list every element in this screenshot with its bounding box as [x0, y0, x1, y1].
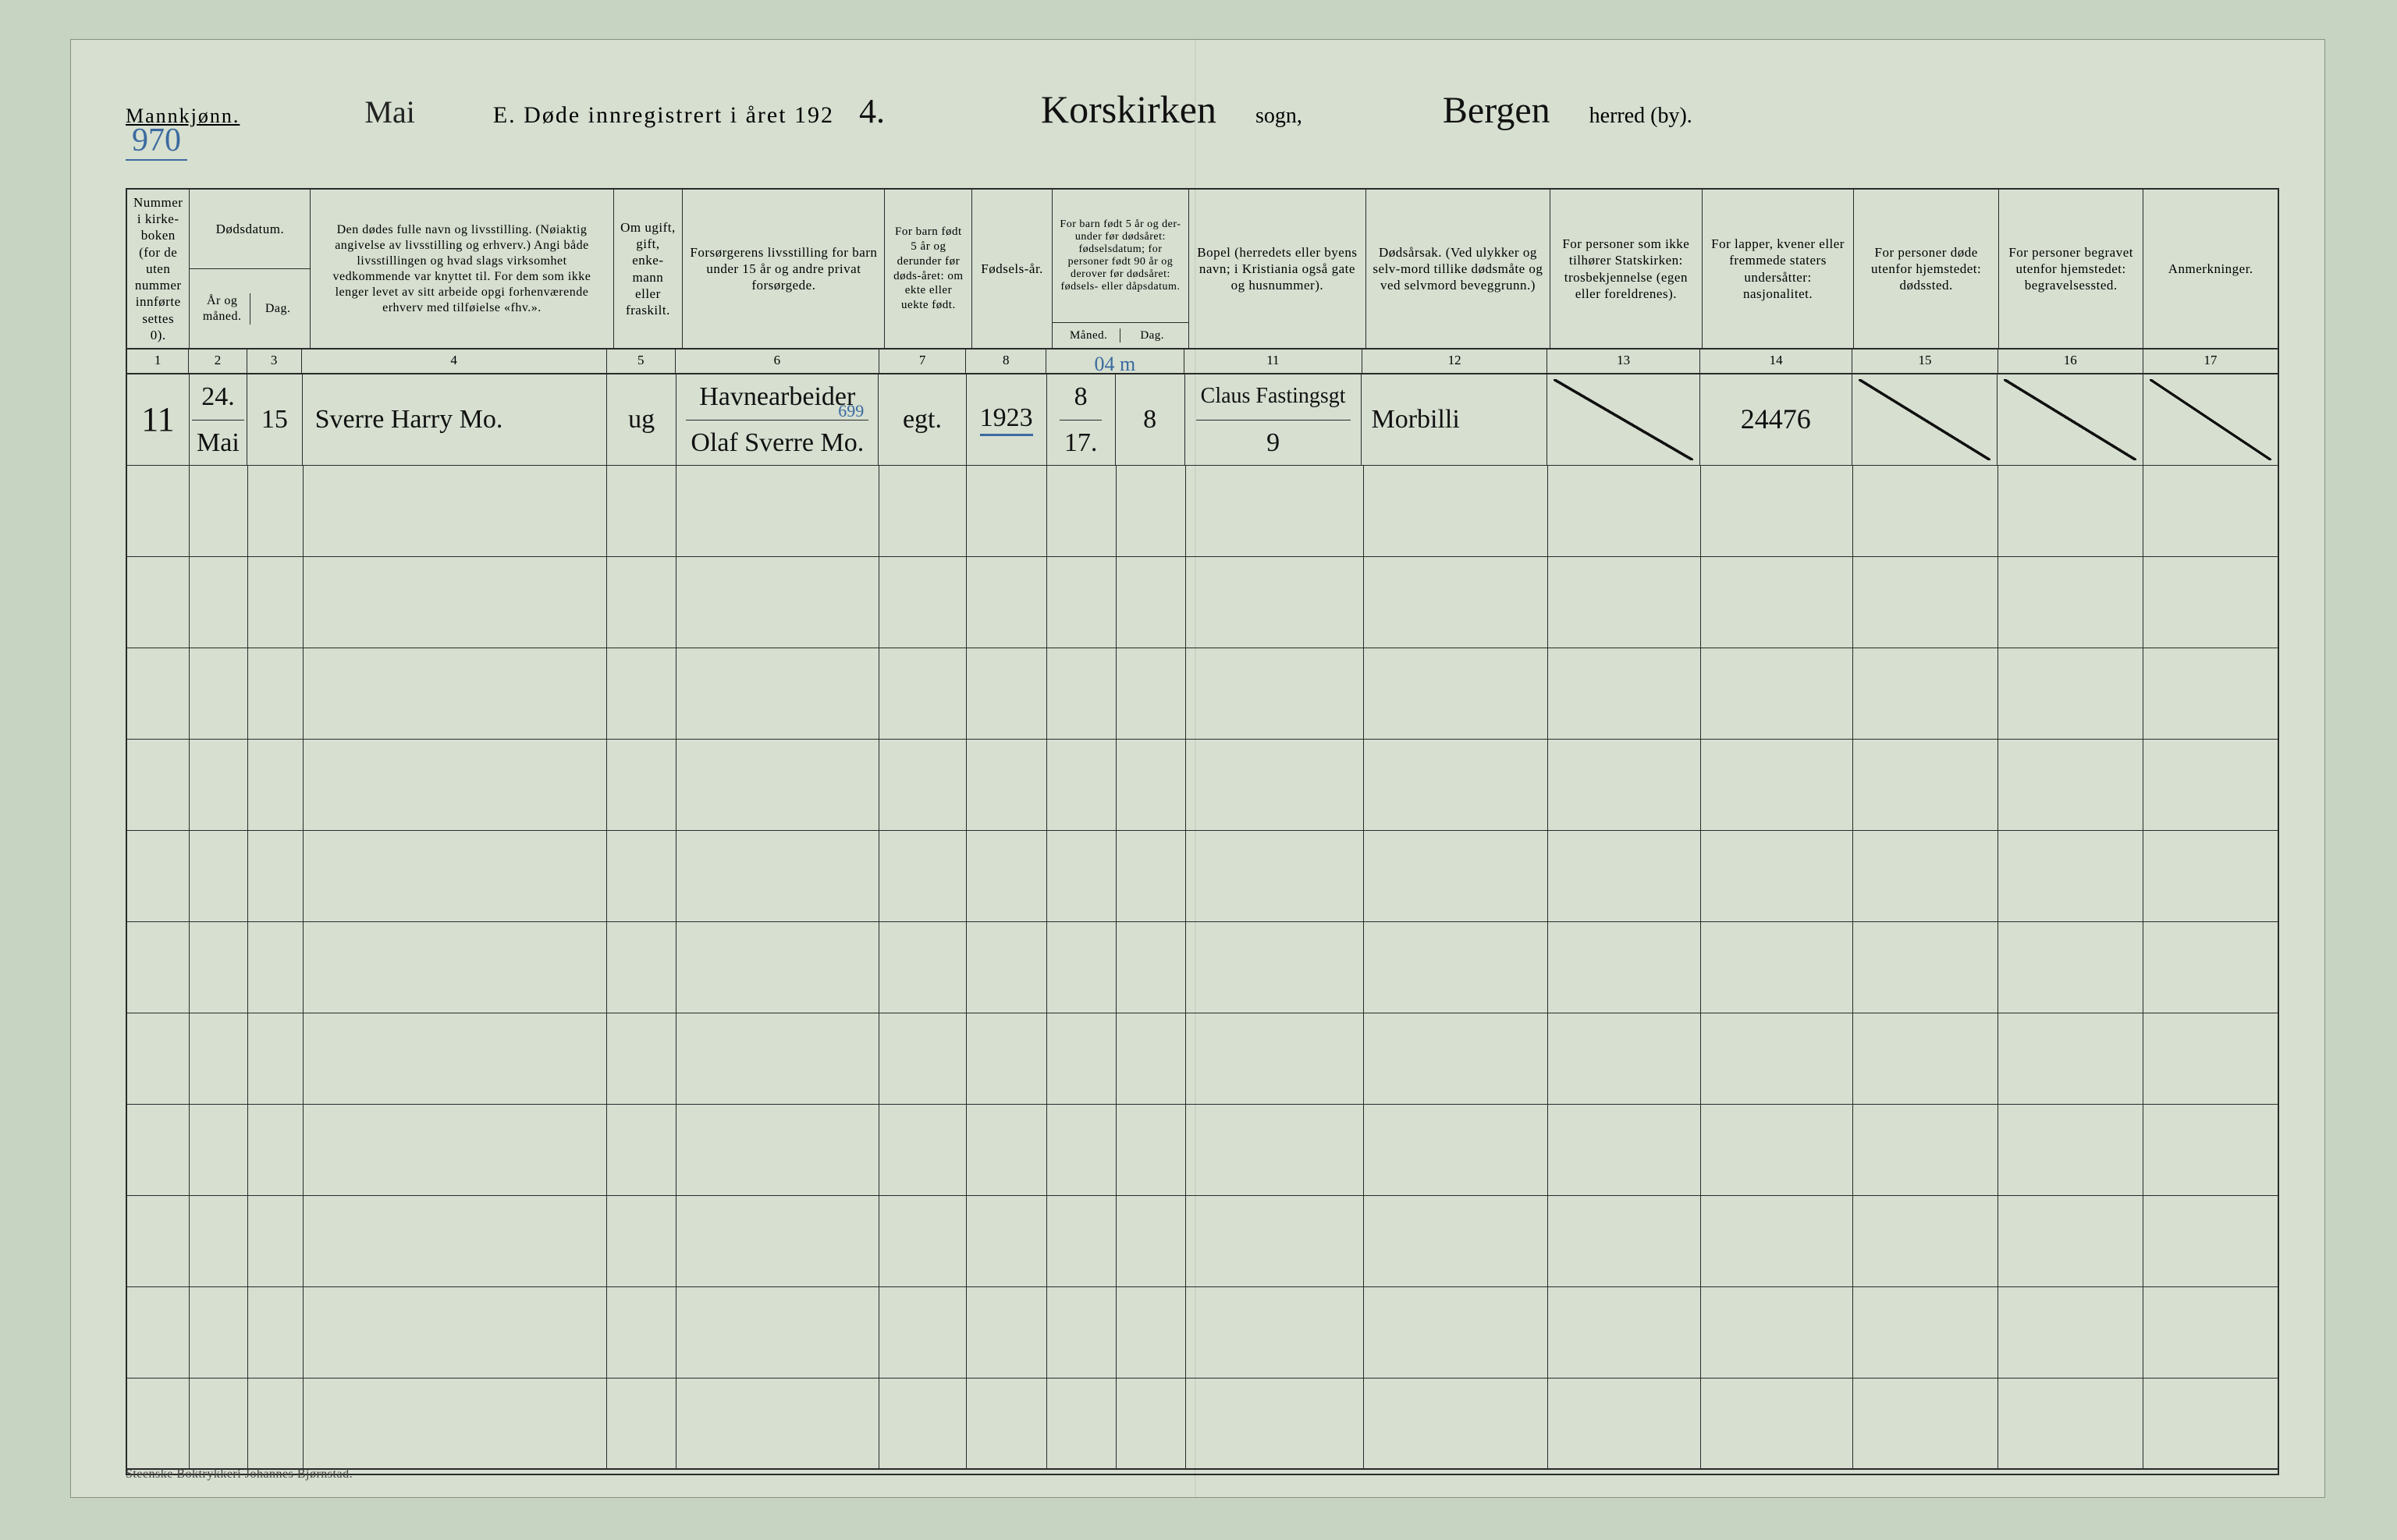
col-9b: Dag. [1120, 328, 1184, 343]
table-row [127, 466, 2278, 557]
col-2b: Dag. [250, 301, 306, 317]
ym-bot: Mai [192, 420, 244, 466]
district-handwritten: Bergen [1443, 89, 1550, 132]
cell-birthyear: 1923 [967, 374, 1047, 465]
cell-14: 24476 [1700, 374, 1853, 465]
slash-mark [1859, 379, 1990, 460]
bm-bot: 17. [1060, 420, 1103, 466]
col-9a: Måned. [1057, 328, 1121, 343]
district-label: herred (by). [1589, 104, 1692, 129]
col-16-header: For personer begravet utenfor hjemstedet… [1999, 190, 2144, 348]
col-11-header: Bopel (herredets eller byens navn; i Kri… [1189, 190, 1366, 348]
cell-birthday: 8 [1116, 374, 1185, 465]
colnum: 4 [302, 350, 607, 373]
bm-top: 8 [1060, 374, 1103, 420]
provider-bot: Olaf Sverre Mo. [686, 420, 868, 466]
col-9-top: For barn født 5 år og der-under før døds… [1053, 190, 1188, 323]
table-row [127, 831, 2278, 922]
col-6-header: Forsørgerens livsstilling for barn under… [683, 190, 885, 348]
colnum: 7 [879, 350, 967, 373]
parish-label: sogn, [1255, 104, 1302, 129]
printer-footer: Steenske Boktrykkeri Johannes Bjørnstad. [126, 1467, 353, 1481]
cell-year-month: 24. Mai [190, 374, 247, 465]
ledger-table: Nummer i kirke-boken (for de uten nummer… [126, 188, 2279, 1475]
column-number-row: 1 2 3 4 5 6 7 8 04 m 11 12 13 14 15 16 1… [127, 350, 2278, 374]
colnum: 12 [1362, 350, 1547, 373]
col-9-header: For barn født 5 år og der-under før døds… [1053, 190, 1189, 348]
provider-small: 699 [838, 402, 864, 420]
cell-legit: egt. [879, 374, 966, 465]
colnum: 5 [607, 350, 676, 373]
table-row [127, 648, 2278, 740]
table-row [127, 740, 2278, 831]
col-14-header: For lapper, kvener eller fremmede stater… [1703, 190, 1855, 348]
colnum: 13 [1547, 350, 1700, 373]
res-bot: 9 [1196, 420, 1351, 466]
col-2-top: Dødsdatum. [190, 190, 310, 269]
colnum: 3 [247, 350, 302, 373]
col-7-header: For barn født 5 år og derunder før døds-… [885, 190, 972, 348]
cell-birthmonth: 8 17. [1047, 374, 1116, 465]
page-number: 970 [126, 122, 187, 161]
header: Mannkjønn. Mai E. Døde innregistrert i å… [126, 87, 2271, 132]
col-17-header: Anmerkninger. [2143, 190, 2278, 348]
month-handwritten: Mai [364, 94, 414, 130]
cell-15 [1852, 374, 1998, 465]
col-2a: År og måned. [194, 293, 250, 325]
cell-day: 15 [247, 374, 303, 465]
table-header-row: Nummer i kirke-boken (for de uten nummer… [127, 190, 2278, 350]
col-15-header: For personer døde utenfor hjemstedet: dø… [1854, 190, 1999, 348]
parish-handwritten: Korskirken [1041, 87, 1216, 132]
cell-name: Sverre Harry Mo. [303, 374, 607, 465]
table-row [127, 1105, 2278, 1196]
cell-13 [1547, 374, 1700, 465]
res-top: Claus Fastingsgt [1196, 374, 1351, 420]
birthyear-val: 1923 [980, 403, 1033, 436]
table-row: 11 24. Mai 15 Sverre Harry Mo. ug Havnea… [127, 374, 2278, 466]
ledger-page: Mannkjønn. Mai E. Døde innregistrert i å… [70, 39, 2325, 1498]
table-row [127, 1287, 2278, 1379]
colnum: 2 [189, 350, 247, 373]
table-row [127, 1013, 2278, 1105]
col-4-header: Den dødes fulle navn og livsstilling. (N… [311, 190, 613, 348]
colnum: 8 [966, 350, 1046, 373]
cell-16 [1998, 374, 2143, 465]
cell-num: 11 [127, 374, 190, 465]
cell-residence: Claus Fastingsgt 9 [1185, 374, 1362, 465]
colnum: 11 [1184, 350, 1362, 373]
slash-mark [2150, 379, 2271, 460]
col-5-header: Om ugift, gift, enke-mann eller fraskilt… [614, 190, 684, 348]
table-row [127, 1379, 2278, 1470]
table-row [127, 922, 2278, 1013]
provider-top: Havnearbeider [699, 382, 855, 411]
colnum: 17 [2143, 350, 2278, 373]
colnum-annot: 04 m [1046, 350, 1184, 373]
colnum: 16 [1998, 350, 2143, 373]
colnum: 14 [1700, 350, 1853, 373]
colnum: 15 [1852, 350, 1998, 373]
slash-mark [1554, 379, 1693, 460]
col-13-header: For personer som ikke tilhører Statskirk… [1550, 190, 1703, 348]
cell-marital: ug [607, 374, 676, 465]
table-row [127, 557, 2278, 648]
colnum: 1 [127, 350, 189, 373]
col-2-header: Dødsdatum. År og måned. Dag. [190, 190, 311, 348]
colnum: 6 [676, 350, 879, 373]
year-digit: 4. [859, 91, 885, 131]
cell-provider: Havnearbeider 699 Olaf Sverre Mo. [676, 374, 879, 465]
table-row [127, 1196, 2278, 1287]
col-8-header: Fødsels-år. [972, 190, 1053, 348]
col-12-header: Dødsårsak. (Ved ulykker og selv-mord til… [1366, 190, 1550, 348]
cell-17 [2143, 374, 2278, 465]
title-prefix: E. Døde innregistrert i året 192 [493, 102, 834, 129]
cell-cause: Morbilli [1362, 374, 1547, 465]
slash-mark [2004, 379, 2136, 460]
ym-top: 24. [192, 374, 244, 420]
col-1-header: Nummer i kirke-boken (for de uten nummer… [127, 190, 190, 348]
